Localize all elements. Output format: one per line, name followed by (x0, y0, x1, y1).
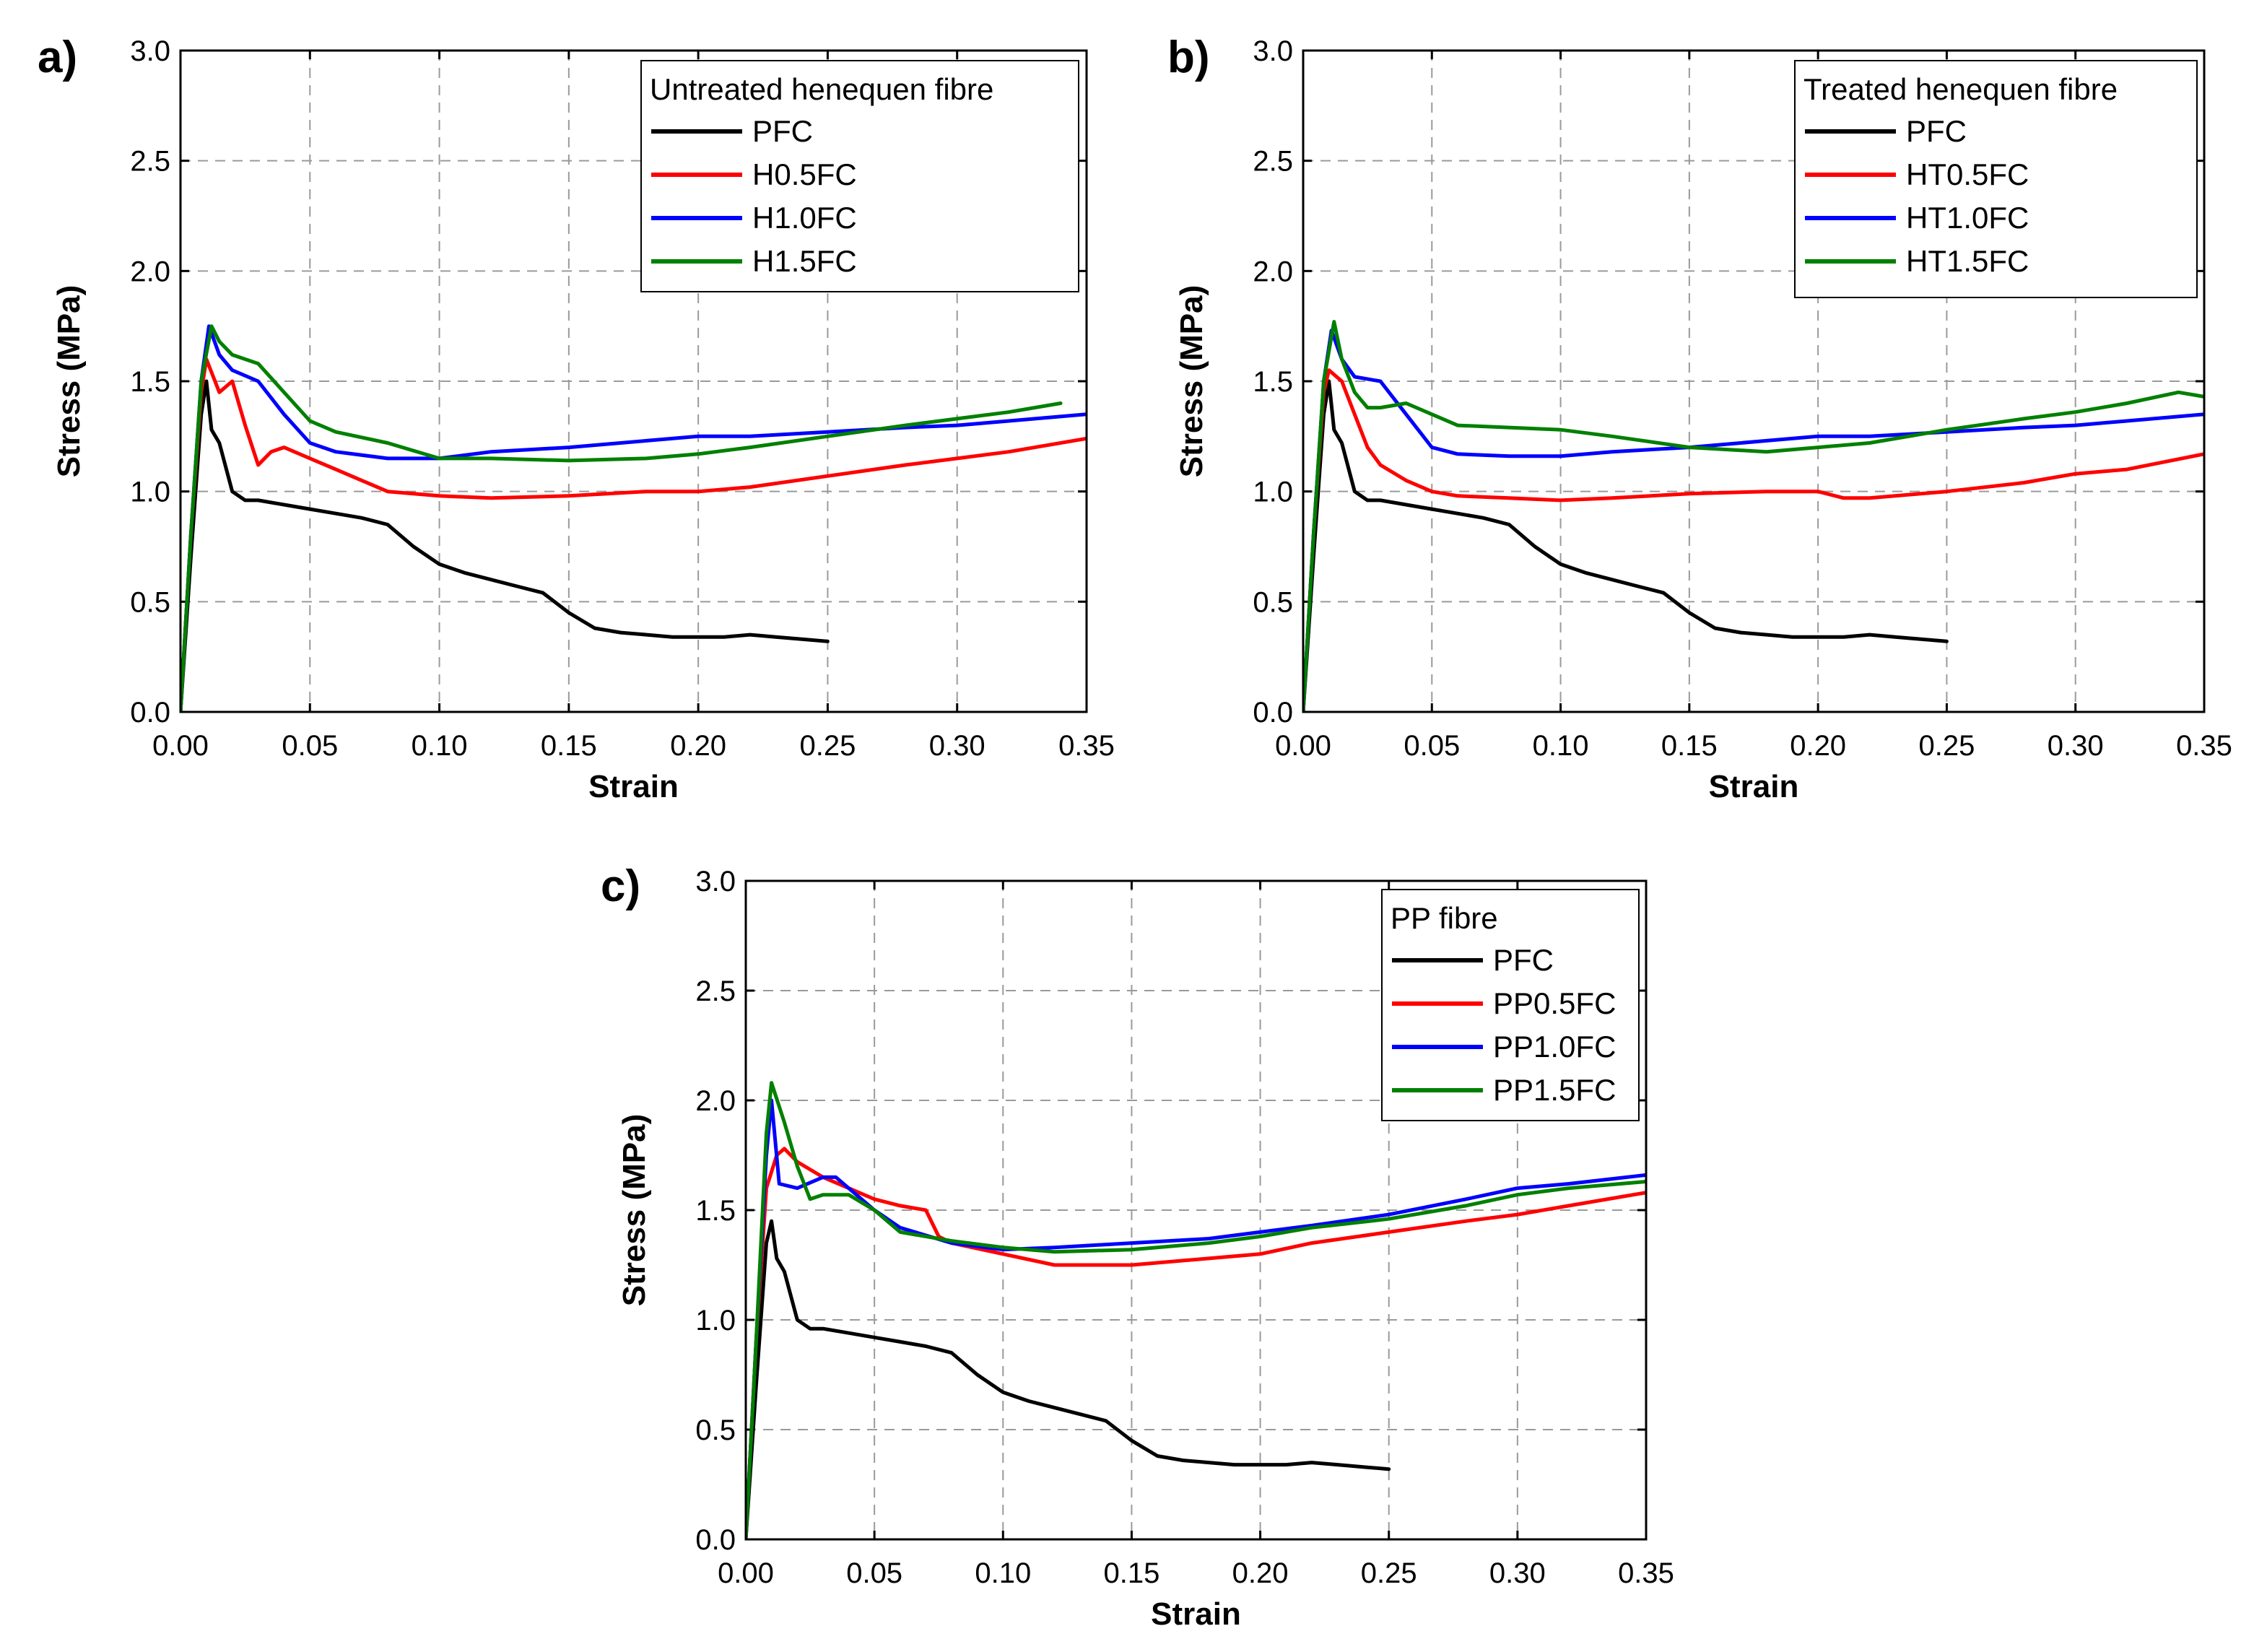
y-tick-label: 1.5 (695, 1195, 736, 1227)
x-tick-label: 0.15 (1661, 730, 1718, 762)
x-tick-label: 0.20 (1232, 1557, 1289, 1589)
x-tick-label: 0.25 (1918, 730, 1975, 762)
chart-panel-c: c) 0.00 0.05 0.10 0.15 0.20 0.25 0.30 0.35 0.0 0.5… (601, 861, 1674, 1632)
series-line-H1.0FC (180, 324, 1087, 712)
x-tick-label: 0.30 (1489, 1557, 1546, 1589)
y-tick-label: 0.5 (695, 1414, 736, 1446)
chart-panel-a: a) 0.00 0.05 0.10 0.15 0.20 0.25 0.30 0.35 0.0 0.5… (38, 32, 1115, 804)
legend-title: PP fibre (1391, 901, 1498, 935)
series-line-H1.5FC (180, 324, 1063, 712)
x-tick-label: 0.05 (1404, 730, 1460, 762)
x-axis-title: Strain (588, 769, 679, 804)
plot-frame (179, 49, 1088, 713)
series-group (746, 1081, 1646, 1539)
series-line-PP1.5FC (746, 1081, 1646, 1539)
legend-label: PFC (752, 114, 813, 148)
y-tick-label: 2.0 (130, 256, 170, 287)
legend-label: HT1.5FC (1906, 244, 2029, 278)
series-line-PFC (180, 379, 830, 712)
series-line-H0.5FC (180, 357, 1087, 712)
series-line-HT1.0FC (1303, 329, 2204, 712)
y-tick-label: 2.0 (1253, 256, 1293, 287)
y-tick-label: 2.5 (130, 146, 170, 178)
legend-title: Untreated henequen fibre (650, 72, 993, 106)
y-tick-label: 1.0 (695, 1305, 736, 1336)
series-line-HT0.5FC (1303, 368, 2204, 712)
legend-label: PP1.0FC (1493, 1030, 1616, 1064)
y-tick-label: 3.0 (130, 35, 170, 67)
legend-label: H0.5FC (752, 157, 857, 191)
x-tick-label: 0.05 (846, 1557, 902, 1589)
series-group (1303, 320, 2204, 712)
x-tick-label: 0.10 (1533, 730, 1589, 762)
x-tick-label: 0.20 (1790, 730, 1846, 762)
x-tick-label: 0.30 (2048, 730, 2104, 762)
legend-label: PFC (1906, 114, 1967, 148)
x-tick-label: 0.15 (1103, 1557, 1159, 1589)
panel-label: a) (38, 32, 77, 82)
x-tick-label: 0.35 (1618, 1557, 1674, 1589)
x-tick-label: 0.05 (282, 730, 338, 762)
legend-box (1794, 60, 2198, 298)
y-tick-label: 3.0 (1253, 35, 1293, 67)
x-tick-label: 0.20 (670, 730, 726, 762)
y-tick-label: 0.5 (1253, 586, 1293, 618)
legend: PP fibre PFC PP0.5FC PP1.0FC PP1.5FC (1381, 889, 1640, 1121)
x-tick-label: 0.00 (152, 730, 209, 762)
y-axis-title: Stress (MPa) (617, 1114, 652, 1307)
chart-panel-b: b) 0.00 0.05 0.10 0.15 0.20 0.25 0.30 0.35 0.0 0.5… (1167, 32, 2232, 804)
legend-label: HT0.5FC (1906, 157, 2029, 191)
legend-title: Treated henequen fibre (1803, 72, 2118, 106)
y-tick-label: 2.5 (1253, 146, 1293, 178)
y-axis-title: Stress (MPa) (51, 285, 87, 478)
series-group (180, 324, 1087, 712)
series-line-HT1.5FC (1303, 320, 2204, 712)
y-tick-label: 0.0 (695, 1524, 736, 1556)
y-tick-label: 0.0 (1253, 697, 1293, 729)
y-tick-label: 2.0 (695, 1085, 736, 1117)
y-tick-label: 1.0 (130, 477, 170, 508)
legend-label: PFC (1493, 943, 1554, 977)
x-tick-label: 0.35 (1058, 730, 1115, 762)
x-axis-title: Strain (1151, 1596, 1241, 1632)
y-axis-title: Stress (MPa) (1174, 285, 1209, 478)
x-axis-title: Strain (1709, 769, 1799, 804)
x-tick-label: 0.25 (799, 730, 856, 762)
x-tick-label: 0.00 (718, 1557, 774, 1589)
legend-label: H1.5FC (752, 244, 857, 278)
legend-label: HT1.0FC (1906, 201, 2029, 235)
x-tick-label: 0.00 (1275, 730, 1331, 762)
y-tick-label: 1.0 (1253, 477, 1293, 508)
series-line-PFC (1303, 379, 1949, 712)
y-tick-label: 1.5 (130, 366, 170, 398)
y-tick-label: 0.5 (130, 586, 170, 618)
x-tick-label: 0.35 (2176, 730, 2232, 762)
y-tick-label: 3.0 (695, 866, 736, 897)
y-tick-label: 0.0 (130, 697, 170, 729)
legend: Untreated henequen fibre PFC H0.5FC H1.0FC H… (640, 60, 1079, 292)
x-tick-label: 0.15 (541, 730, 597, 762)
legend: Treated henequen fibre PFC HT0.5FC HT1.0FC H… (1794, 60, 2198, 298)
legend-label: H1.0FC (752, 201, 857, 235)
plot-frame (744, 879, 1648, 1541)
series-line-PP0.5FC (746, 1147, 1646, 1539)
x-tick-label: 0.25 (1361, 1557, 1417, 1589)
series-line-PP1.0FC (746, 1098, 1646, 1539)
plot-frame (1302, 49, 2206, 713)
x-tick-label: 0.30 (929, 730, 985, 762)
legend-label: PP1.5FC (1493, 1073, 1616, 1107)
y-tick-label: 1.5 (1253, 366, 1293, 398)
x-tick-label: 0.10 (975, 1557, 1031, 1589)
y-tick-label: 2.5 (695, 975, 736, 1007)
legend-label: PP0.5FC (1493, 986, 1616, 1020)
series-line-PFC (746, 1219, 1391, 1539)
panel-label: b) (1167, 32, 1210, 82)
panel-label: c) (601, 861, 640, 911)
x-tick-label: 0.10 (412, 730, 468, 762)
